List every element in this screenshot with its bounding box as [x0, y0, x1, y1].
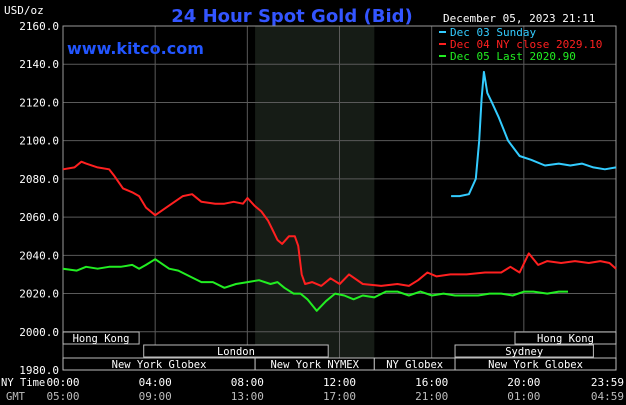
- y-tick-label: 2040.0: [19, 249, 59, 262]
- x-tick-label-ny: 08:00: [231, 376, 264, 389]
- y-axis-unit-label: USD/oz: [4, 4, 44, 17]
- session-label: Hong Kong: [537, 333, 594, 345]
- nymex-session-shade: [255, 26, 375, 370]
- session-bar: [454, 357, 617, 371]
- session-label: New York Globex: [112, 359, 207, 371]
- legend-label: Dec 05 Last 2020.90: [450, 50, 576, 63]
- y-tick-label: 2000.0: [19, 326, 59, 339]
- x-tick-label-ny: 23:59: [591, 376, 624, 389]
- y-tick-label: 2160.0: [19, 20, 59, 33]
- x-tick-label-gmt: 17:00: [323, 390, 356, 403]
- x-tick-label-ny: 00:00: [46, 376, 79, 389]
- session-label: New York NYMEX: [270, 359, 359, 371]
- chart-title: 24 Hour Spot Gold (Bid): [171, 6, 412, 27]
- x-tick-label-gmt: 01:00: [507, 390, 540, 403]
- chart-date-label: December 05, 2023 21:11: [443, 12, 595, 25]
- y-tick-label: 1980.0: [19, 364, 59, 377]
- y-tick-label: 2020.0: [19, 288, 59, 301]
- series-line: [62, 160, 617, 287]
- x-tick-label-gmt: 05:00: [46, 390, 79, 403]
- y-tick-label: 2100.0: [19, 135, 59, 148]
- x-tick-label-ny: 16:00: [415, 376, 448, 389]
- session-label: Hong Kong: [73, 333, 130, 345]
- session-bar: [143, 344, 329, 358]
- session-label: London: [217, 346, 255, 358]
- kitco-watermark: www.kitco.com: [67, 39, 204, 58]
- session-bar: [62, 331, 140, 345]
- price-series: [62, 70, 617, 312]
- x-tick-label-ny: 20:00: [507, 376, 540, 389]
- x-tick-label-gmt: 13:00: [231, 390, 264, 403]
- y-tick-label: 2080.0: [19, 173, 59, 186]
- x-tick-label-ny: 12:00: [323, 376, 356, 389]
- y-tick-label: 2140.0: [19, 58, 59, 71]
- series-line: [451, 70, 617, 198]
- legend-label: Dec 04 NY close 2029.10: [450, 38, 602, 51]
- y-tick-label: 2120.0: [19, 96, 59, 109]
- x-tick-label-gmt: 09:00: [139, 390, 172, 403]
- session-label: Sydney: [505, 346, 543, 358]
- x-tick-label-gmt: 04:59: [591, 390, 624, 403]
- y-axis: 2160.0 2140.0 2120.0 2100.0 2080.0 2060.0 2040…: [19, 20, 59, 377]
- y-tick-label: 2060.0: [19, 211, 59, 224]
- session-label: New York Globex: [488, 359, 583, 371]
- x-tick-label-gmt: 21:00: [415, 390, 448, 403]
- session-bar: [454, 344, 594, 358]
- x-tick-label-ny: 04:00: [139, 376, 172, 389]
- series-line: [62, 258, 568, 312]
- legend-label: Dec 03 Sunday: [450, 26, 536, 39]
- session-bar: [514, 331, 617, 345]
- session-label: NY Globex: [386, 359, 443, 371]
- x-axis-gmt-caption: GMT: [6, 391, 26, 403]
- x-axis-ny-caption: NY Time: [1, 377, 45, 389]
